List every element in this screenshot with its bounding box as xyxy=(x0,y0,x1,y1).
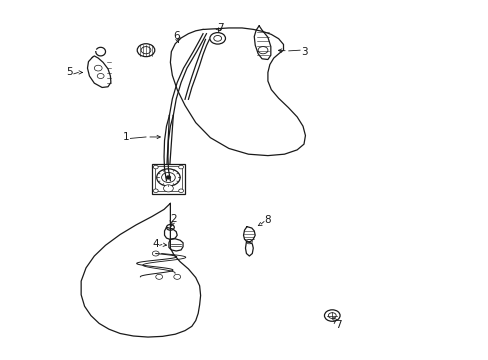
Circle shape xyxy=(161,172,175,183)
Text: 7: 7 xyxy=(334,320,341,330)
Text: 5: 5 xyxy=(66,67,73,77)
Circle shape xyxy=(152,251,159,256)
Circle shape xyxy=(157,169,180,186)
Bar xyxy=(152,164,184,194)
Text: 6: 6 xyxy=(173,31,179,41)
Circle shape xyxy=(178,189,183,193)
Circle shape xyxy=(153,189,158,193)
Circle shape xyxy=(258,46,267,54)
Text: 1: 1 xyxy=(123,132,129,142)
Circle shape xyxy=(165,176,170,179)
Circle shape xyxy=(141,46,151,54)
Circle shape xyxy=(213,36,221,41)
Circle shape xyxy=(153,165,158,169)
Circle shape xyxy=(166,225,174,230)
Circle shape xyxy=(178,165,183,169)
Circle shape xyxy=(324,310,339,321)
Circle shape xyxy=(173,274,180,279)
Circle shape xyxy=(163,185,173,192)
Circle shape xyxy=(97,73,104,78)
Text: 2: 2 xyxy=(170,215,177,224)
Bar xyxy=(155,166,182,192)
Text: 8: 8 xyxy=(264,215,271,225)
Circle shape xyxy=(209,33,225,44)
Circle shape xyxy=(246,239,252,244)
Circle shape xyxy=(156,274,162,279)
Text: 7: 7 xyxy=(216,23,223,33)
Circle shape xyxy=(94,65,102,71)
Text: 3: 3 xyxy=(300,46,306,57)
Text: 4: 4 xyxy=(152,239,159,249)
Circle shape xyxy=(137,44,155,57)
Circle shape xyxy=(328,313,335,319)
